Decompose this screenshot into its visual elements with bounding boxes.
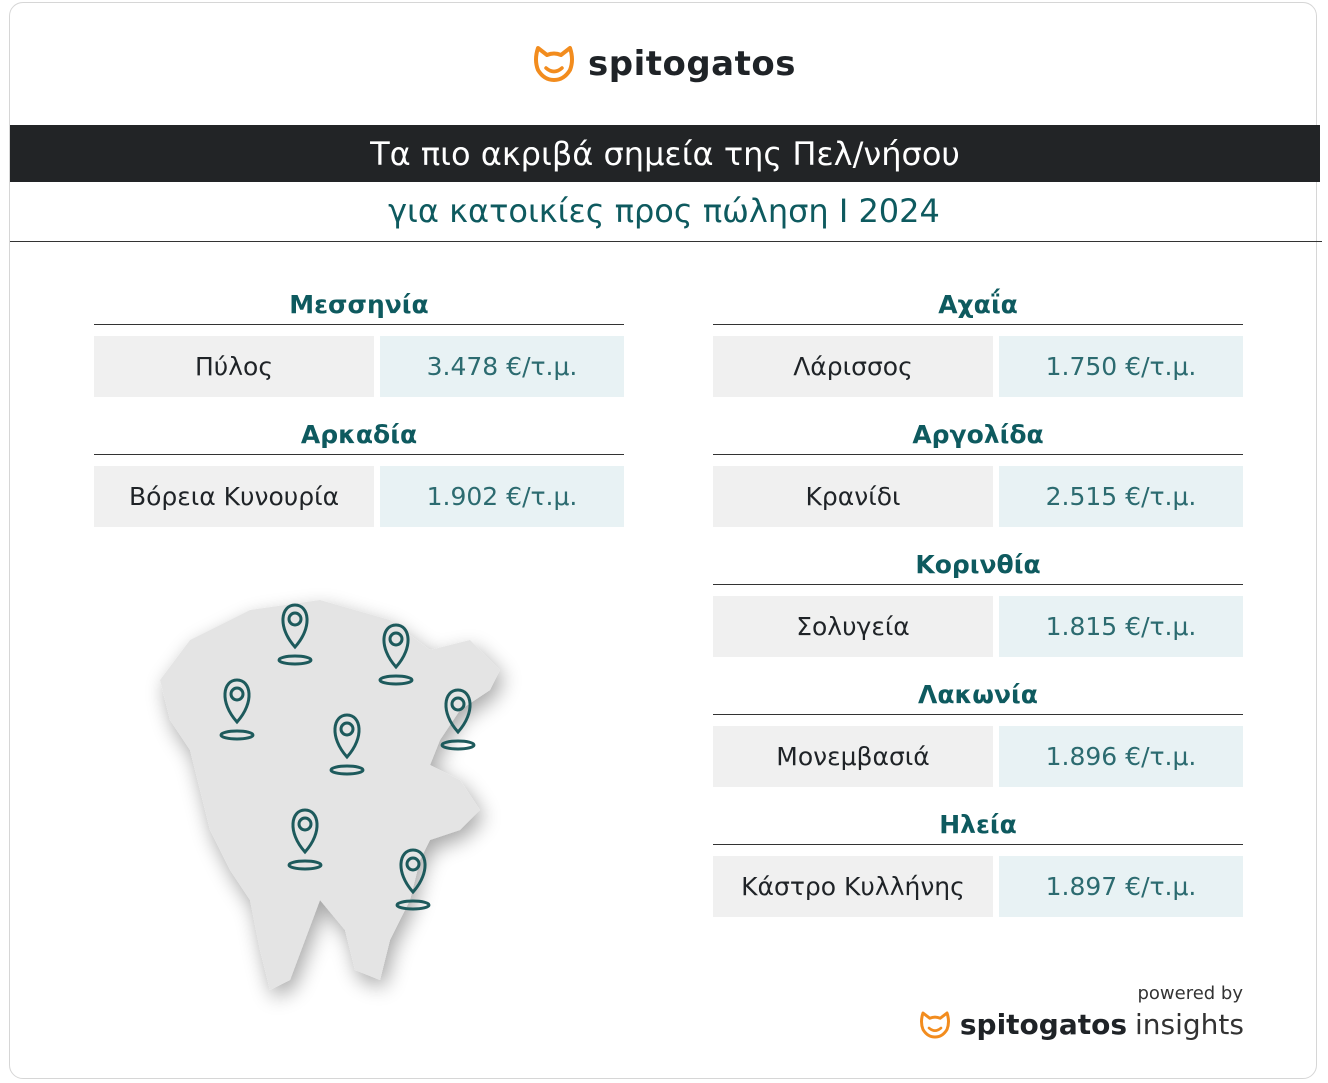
price-row: Πύλος 3.478 €/τ.μ. (94, 336, 624, 397)
left-column: Μεσσηνία Πύλος 3.478 €/τ.μ. Αρκαδία Βόρεια Κ… (94, 286, 624, 546)
price-value: 1.902 €/τ.μ. (380, 466, 624, 527)
footer-logo-icon (919, 1011, 950, 1038)
price-row: Κάστρο Κυλλήνης 1.897 €/τ.μ. (713, 856, 1243, 917)
price-row: Κρανίδι 2.515 €/τ.μ. (713, 466, 1243, 527)
region-name: Αχαΐα (713, 286, 1243, 325)
separator (10, 241, 1322, 242)
region-name: Αργολίδα (713, 416, 1243, 455)
region-block: Λακωνία Μονεμβασιά 1.896 €/τ.μ. (713, 676, 1243, 806)
place-name: Κρανίδι (713, 466, 993, 527)
region-block: Ηλεία Κάστρο Κυλλήνης 1.897 €/τ.μ. (713, 806, 1243, 936)
region-block: Αργολίδα Κρανίδι 2.515 €/τ.μ. (713, 416, 1243, 546)
footer-brand: spitogatos (959, 1008, 1128, 1041)
place-name: Μονεμβασιά (713, 726, 993, 787)
region-block: Αρκαδία Βόρεια Κυνουρία 1.902 €/τ.μ. (94, 416, 624, 546)
price-row: Βόρεια Κυνουρία 1.902 €/τ.μ. (94, 466, 624, 527)
price-value: 1.897 €/τ.μ. (999, 856, 1243, 917)
card (9, 2, 1317, 1079)
logo-text: spitogatos (588, 44, 796, 84)
price-value: 2.515 €/τ.μ. (999, 466, 1243, 527)
subtitle: για κατοικίες προς πώληση I 2024 (388, 192, 940, 230)
footer-insights: insights (1135, 1008, 1244, 1041)
footer-logo: spitogatos insights (918, 1008, 1244, 1041)
logo: spitogatos (0, 44, 1328, 84)
powered-by: powered by (1137, 983, 1243, 1004)
region-block: Κορινθία Σολυγεία 1.815 €/τ.μ. (713, 546, 1243, 676)
price-row: Σολυγεία 1.815 €/τ.μ. (713, 596, 1243, 657)
region-name: Ηλεία (713, 806, 1243, 845)
region-name: Αρκαδία (94, 416, 624, 455)
region-block: Αχαΐα Λάρισσος 1.750 €/τ.μ. (713, 286, 1243, 416)
region-name: Λακωνία (713, 676, 1243, 715)
region-name: Κορινθία (713, 546, 1243, 585)
place-name: Βόρεια Κυνουρία (94, 466, 374, 527)
place-name: Πύλος (94, 336, 374, 397)
place-name: Σολυγεία (713, 596, 993, 657)
price-value: 3.478 €/τ.μ. (380, 336, 624, 397)
price-row: Μονεμβασιά 1.896 €/τ.μ. (713, 726, 1243, 787)
place-name: Κάστρο Κυλλήνης (713, 856, 993, 917)
price-value: 1.896 €/τ.μ. (999, 726, 1243, 787)
title: Τα πιο ακριβά σημεία της Πελ/νήσου (10, 125, 1320, 182)
right-column: Αχαΐα Λάρισσος 1.750 €/τ.μ. Αργολίδα Κρανίδι… (713, 286, 1243, 936)
map (160, 600, 500, 990)
price-value: 1.750 €/τ.μ. (999, 336, 1243, 397)
price-value: 1.815 €/τ.μ. (999, 596, 1243, 657)
price-row: Λάρισσος 1.750 €/τ.μ. (713, 336, 1243, 397)
logo-icon (534, 46, 574, 82)
place-name: Λάρισσος (713, 336, 993, 397)
region-name: Μεσσηνία (94, 286, 624, 325)
region-block: Μεσσηνία Πύλος 3.478 €/τ.μ. (94, 286, 624, 416)
